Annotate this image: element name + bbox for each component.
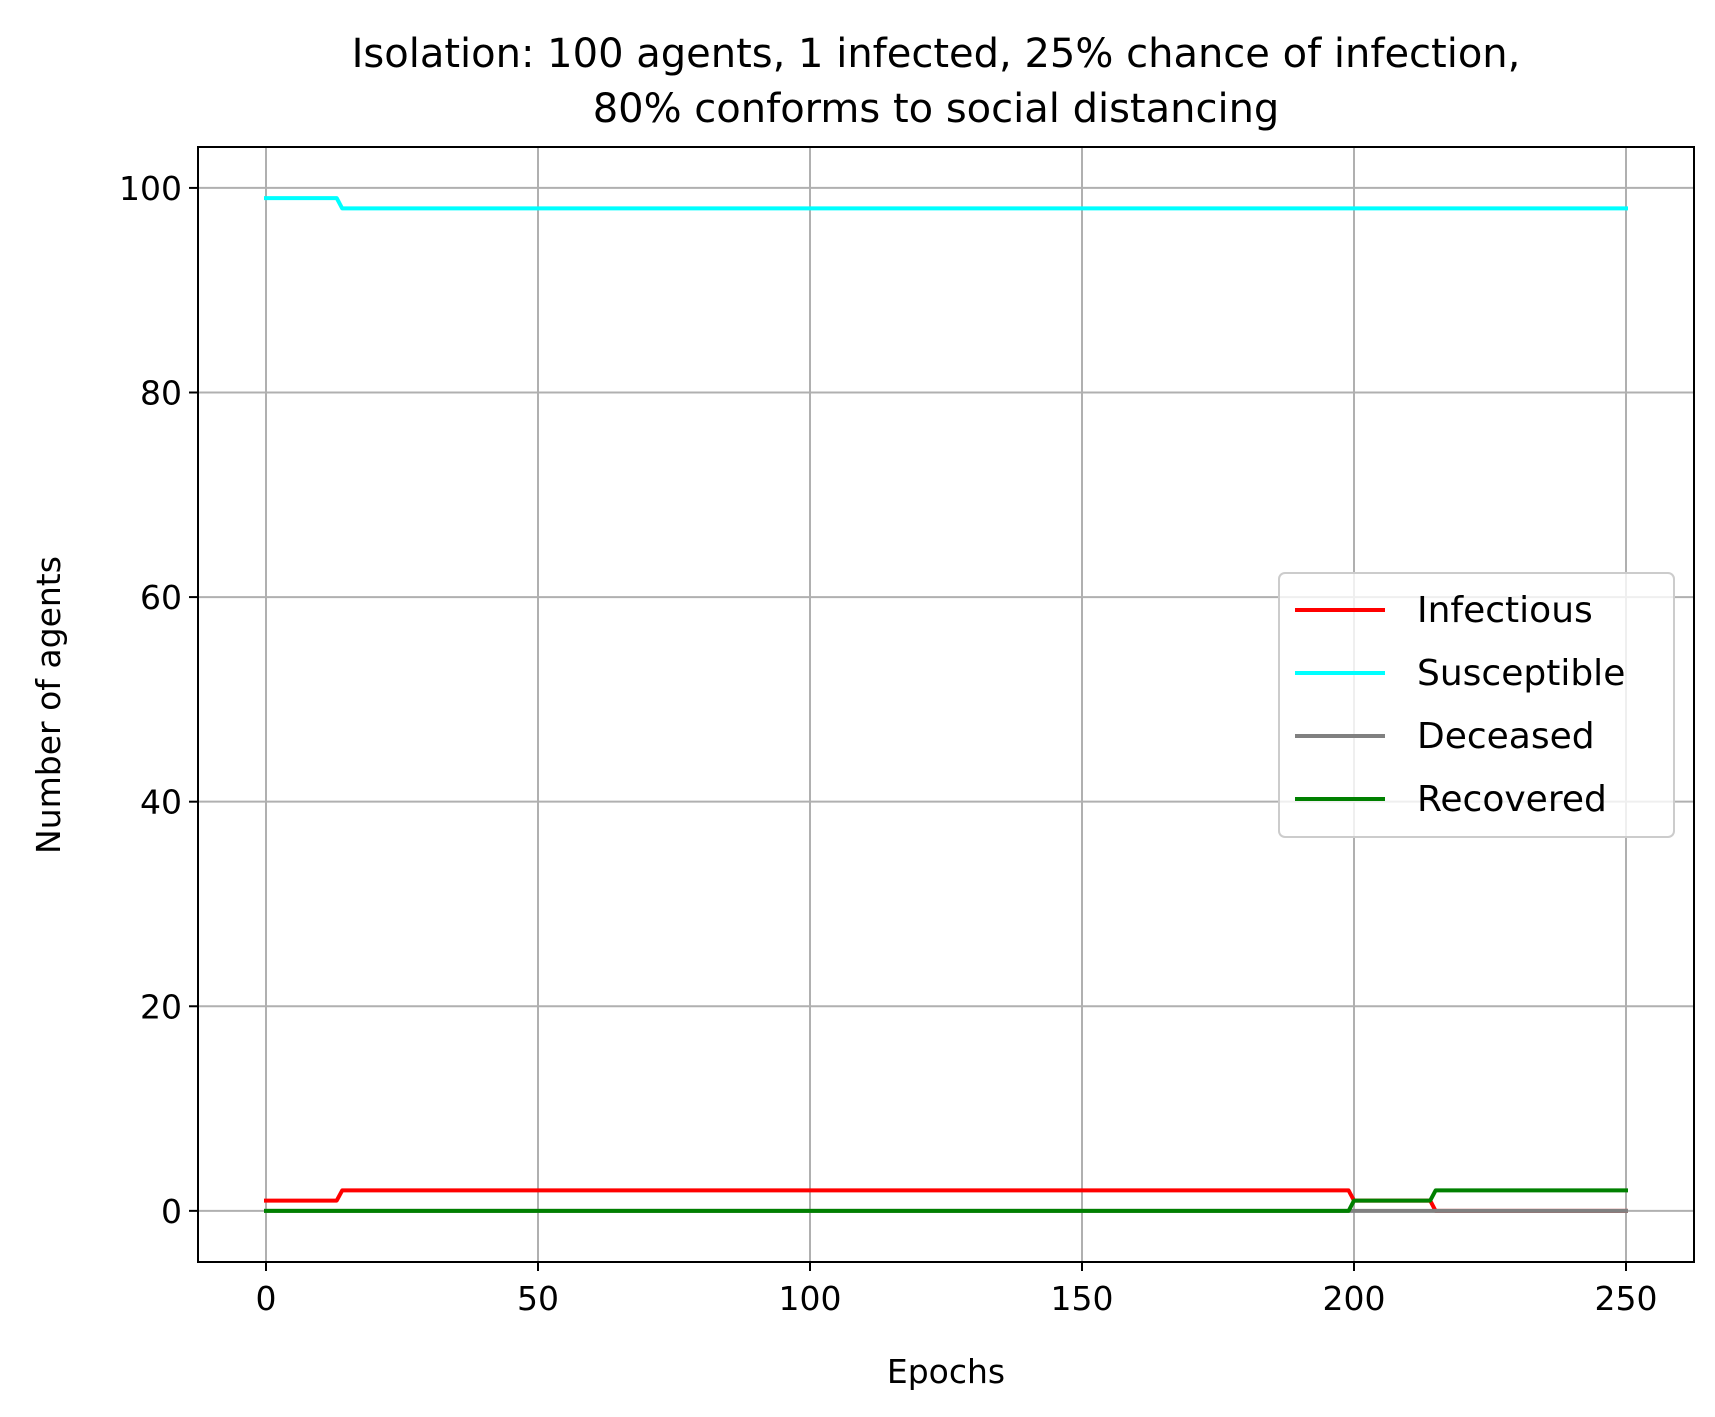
y-tick-label: 0 — [161, 1192, 182, 1231]
x-tick-label: 0 — [256, 1279, 277, 1318]
series-line-susceptible — [264, 196, 1628, 211]
x-tick-label: 50 — [517, 1279, 559, 1318]
x-tick-label: 250 — [1595, 1279, 1658, 1318]
y-tick-label: 60 — [140, 578, 182, 617]
series-line-recovered — [264, 1188, 1628, 1213]
legend-box — [1278, 572, 1675, 838]
legend-label-recovered: Recovered — [1417, 779, 1607, 820]
legend-label-infectious: Infectious — [1417, 590, 1593, 631]
legend: Infectious Susceptible Deceased Recovered — [1278, 572, 1675, 838]
axis-ticks: 0 50 100 150 200 250 0 20 40 60 80 100 — [119, 169, 1658, 1318]
plot-lines — [264, 196, 1628, 1213]
legend-label-susceptible: Susceptible — [1417, 653, 1625, 694]
x-tick-label: 100 — [779, 1279, 842, 1318]
y-tick-label: 40 — [140, 783, 182, 822]
chart-subtitle: 80% conforms to social distancing — [593, 86, 1280, 132]
y-tick-label: 100 — [119, 169, 182, 208]
y-tick-label: 20 — [140, 987, 182, 1026]
chart-title: Isolation: 100 agents, 1 infected, 25% c… — [352, 31, 1521, 77]
y-axis-label: Number of agents — [29, 556, 68, 854]
y-tick-label: 80 — [140, 374, 182, 413]
x-axis-label: Epochs — [887, 1352, 1005, 1391]
plot-frame — [197, 146, 1695, 1263]
legend-label-deceased: Deceased — [1417, 716, 1595, 757]
x-tick-label: 200 — [1323, 1279, 1386, 1318]
x-tick-label: 150 — [1051, 1279, 1114, 1318]
